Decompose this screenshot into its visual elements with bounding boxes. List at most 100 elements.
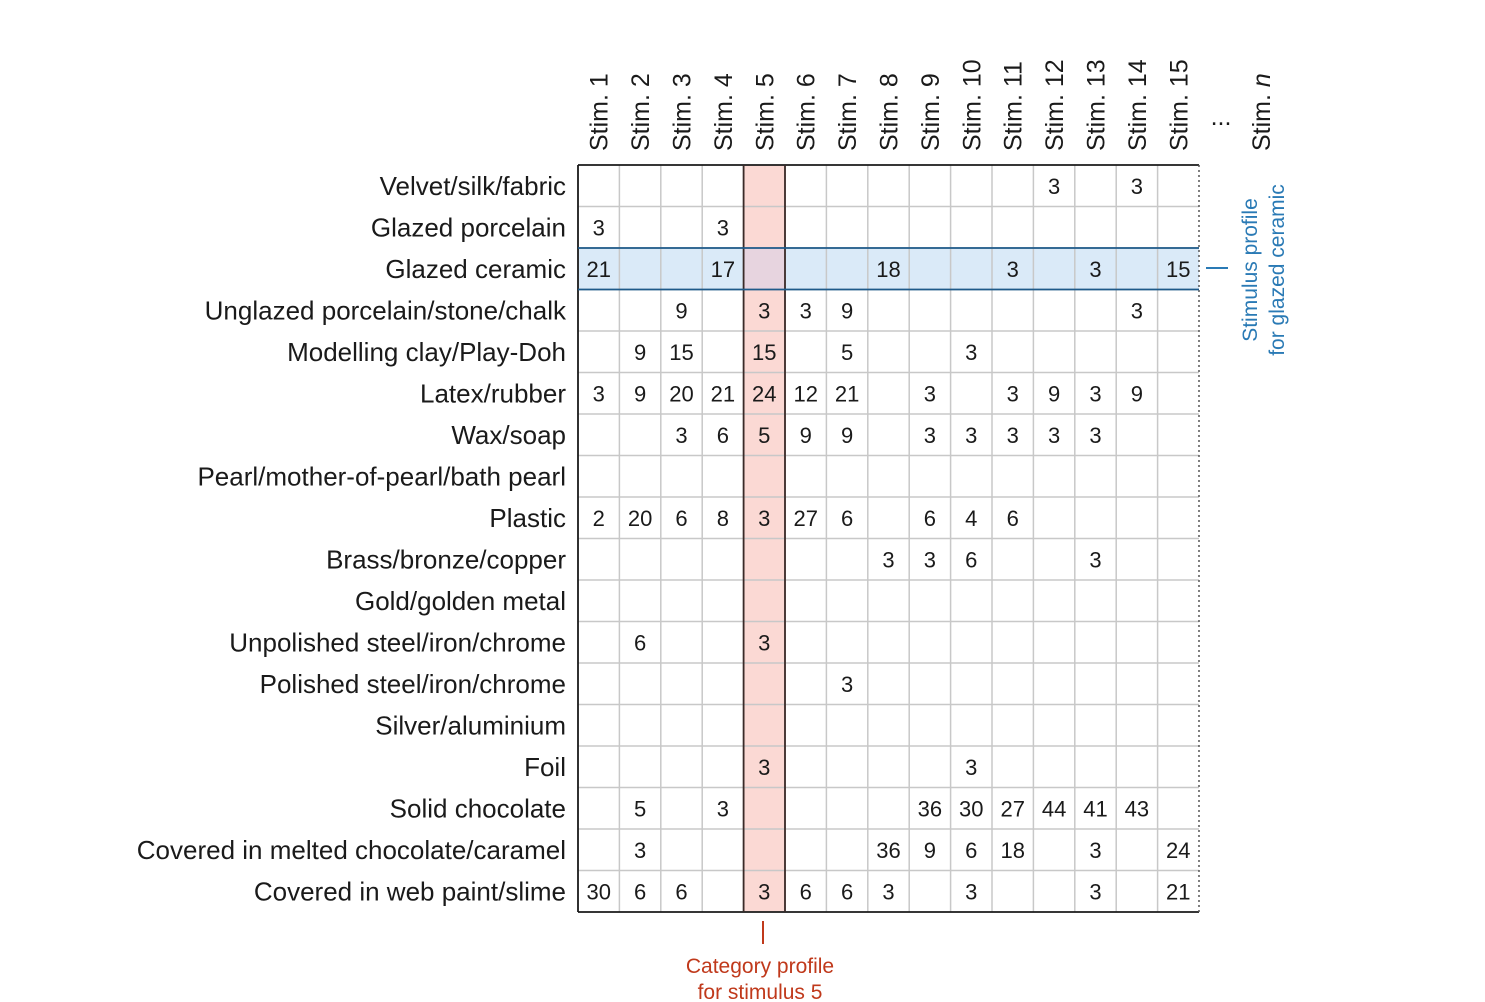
column-header: Stim. 8 [876,73,904,151]
cell-value: 36 [918,796,942,821]
cell-value: 30 [586,879,610,904]
category-profile-line-1: Category profile [686,955,834,978]
row-label: Covered in web paint/slime [254,876,566,906]
cell-value: 5 [634,796,646,821]
cell-value: 20 [628,506,652,531]
row-label: Silver/aluminium [375,710,566,740]
cell-value: 44 [1042,796,1066,821]
row-label: Brass/bronze/copper [326,544,566,574]
cell-value: 3 [1007,381,1019,406]
row-highlight-fill [578,248,1199,290]
cell-value: 9 [634,381,646,406]
cell-value: 9 [1048,381,1060,406]
cell-value: 3 [758,879,770,904]
cell-value: 6 [965,838,977,863]
cell-value: 3 [1089,257,1101,282]
column-header: Stim. 12 [1041,59,1069,151]
cell-values: 3 33 321 17 18 3 3 159 3 3 9 39 15 15 5 33 9 20 21 24 12 21 3 3… [586,174,1190,905]
column-header: Stim. 11 [1000,61,1028,151]
cell-value: 3 [1089,547,1101,572]
cell-value: 3 [965,423,977,448]
cell-value: 21 [586,257,610,282]
cell-value: 17 [711,257,735,282]
column-header: Stim. 9 [917,73,945,151]
cell-value: 3 [717,215,729,240]
cell-value: 3 [924,381,936,406]
cell-value: 3 [1048,423,1060,448]
row-label: Velvet/silk/fabric [380,171,566,201]
cell-value: 9 [841,423,853,448]
cell-value: 3 [882,879,894,904]
cell-value: 3 [800,298,812,323]
cell-value: 3 [1007,257,1019,282]
cell-value: 3 [758,298,770,323]
row-label: Covered in melted chocolate/caramel [137,835,566,865]
highlight-overlap-fill [743,248,785,290]
row-label: Modelling clay/Play-Doh [287,337,566,367]
cell-value: 3 [1089,879,1101,904]
cell-value: 3 [1007,423,1019,448]
cell-value: 3 [675,423,687,448]
cell-value: 3 [882,547,894,572]
cell-value: 6 [841,506,853,531]
row-label: Glazed ceramic [385,254,566,284]
cell-value: 27 [793,506,817,531]
column-header: Stim. 6 [793,73,821,151]
cell-value: 9 [800,423,812,448]
cell-value: 3 [1089,838,1101,863]
category-profile-annotation: Category profile for stimulus 5 [686,921,834,1002]
cell-value: 6 [1007,506,1019,531]
row-label: Foil [524,752,566,782]
row-label: Unglazed porcelain/stone/chalk [205,295,567,325]
column-headers: Stim. 1 Stim. 2 Stim. 3 Stim. 4 Stim. 5 Stim.… [586,59,1276,151]
cell-value: 2 [593,506,605,531]
cell-value: 9 [1131,381,1143,406]
cell-value: 21 [1166,879,1190,904]
cell-value: 3 [758,506,770,531]
cell-value: 43 [1125,796,1149,821]
cell-value: 41 [1083,796,1107,821]
stimulus-profile-line-2: for glazed ceramic [1266,184,1289,356]
cell-value: 15 [669,340,693,365]
cell-value: 3 [593,215,605,240]
cell-value: 5 [841,340,853,365]
cell-value: 6 [841,879,853,904]
cell-value: 3 [634,838,646,863]
cell-value: 3 [965,755,977,780]
row-label: Solid chocolate [390,793,566,823]
cell-value: 8 [717,506,729,531]
cell-value: 15 [752,340,776,365]
cell-value: 9 [675,298,687,323]
cell-value: 3 [1089,381,1101,406]
column-header-n-prefix: Stim. [1248,87,1276,151]
cell-value: 12 [793,381,817,406]
row-label: Polished steel/iron/chrome [260,669,566,699]
row-labels: Velvet/silk/fabric Glazed porcelain Glazed… [137,171,567,907]
column-header-n: Stim. n [1248,73,1276,151]
column-header: Stim. 3 [669,73,697,151]
row-label: Pearl/mother-of-pearl/bath pearl [197,461,566,491]
cell-value: 3 [1131,174,1143,199]
column-header: Stim. 4 [710,73,738,151]
cell-value: 9 [841,298,853,323]
cell-value: 3 [924,547,936,572]
cell-value: 18 [876,257,900,282]
cell-value: 15 [1166,257,1190,282]
row-label: Latex/rubber [420,378,566,408]
cell-value: 3 [758,630,770,655]
column-header: Stim. 10 [958,59,986,151]
cell-value: 9 [634,340,646,365]
cell-value: 3 [1089,423,1101,448]
cell-value: 3 [717,796,729,821]
cell-value: 24 [752,381,776,406]
column-header: Stim. 7 [834,73,862,151]
cell-value: 36 [876,838,900,863]
cell-value: 6 [634,879,646,904]
cell-value: 24 [1166,838,1190,863]
column-header: Stim. 2 [627,73,655,151]
column-header: Stim. 13 [1083,59,1111,151]
table-frame [577,164,1200,913]
cell-value: 18 [1000,838,1024,863]
row-label: Unpolished steel/iron/chrome [229,627,566,657]
cell-value: 21 [835,381,859,406]
